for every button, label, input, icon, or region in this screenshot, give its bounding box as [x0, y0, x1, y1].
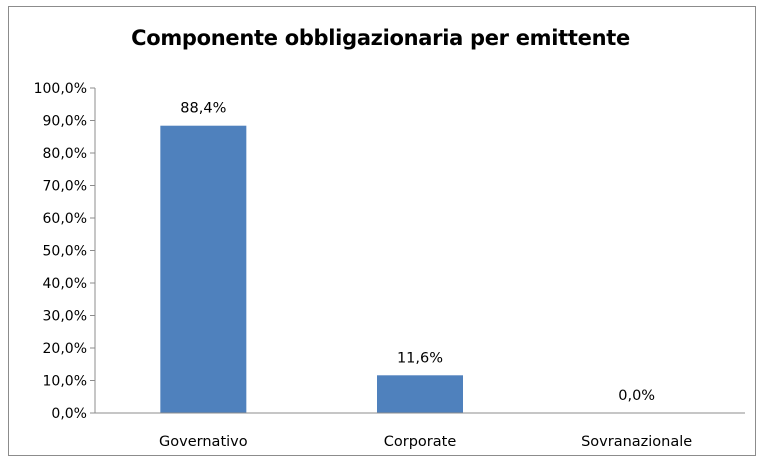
x-category-label: Corporate	[384, 434, 457, 450]
y-tick-label: 10,0%	[43, 374, 87, 390]
bars	[160, 125, 463, 413]
data-label-governativo: 88,4%	[180, 101, 226, 117]
data-labels: 88,4% 11,6% 0,0%	[180, 101, 655, 404]
y-tick-label: 100,0%	[34, 81, 87, 97]
y-tick-label: 40,0%	[43, 276, 87, 292]
y-tick-label: 80,0%	[43, 146, 87, 162]
y-tick-label: 70,0%	[43, 179, 87, 195]
bar-corporate	[377, 375, 463, 413]
y-tick-label: 30,0%	[43, 309, 87, 325]
y-tick-label: 50,0%	[43, 244, 87, 260]
x-category-label: Governativo	[159, 434, 248, 450]
data-label-sovranazionale: 0,0%	[618, 388, 655, 404]
x-category-label: Sovranazionale	[581, 434, 692, 450]
y-tick-label: 90,0%	[43, 114, 87, 130]
x-axis-labels: Governativo Corporate Sovranazionale	[159, 434, 692, 450]
y-axis-ticks: 0,0% 10,0% 20,0% 30,0% 40,0% 50,0% 60,0% 70,0% 8…	[34, 81, 95, 422]
y-tick-label: 20,0%	[43, 341, 87, 357]
data-label-corporate: 11,6%	[397, 350, 443, 366]
bar-governativo	[160, 125, 247, 413]
y-tick-label: 60,0%	[43, 211, 87, 227]
y-tick-label: 0,0%	[51, 406, 87, 422]
chart-title: Componente obbligazionaria per emittente	[131, 26, 630, 50]
